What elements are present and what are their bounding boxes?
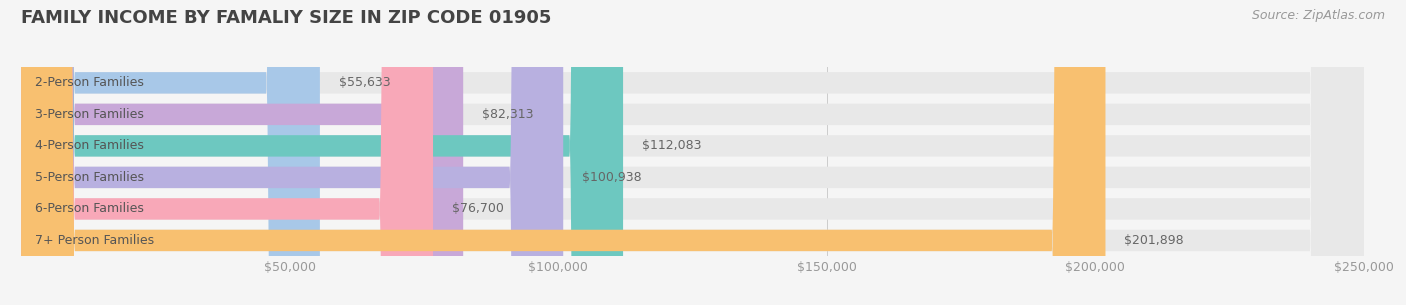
FancyBboxPatch shape (21, 0, 1364, 305)
Text: $201,898: $201,898 (1125, 234, 1184, 247)
FancyBboxPatch shape (21, 0, 1364, 305)
FancyBboxPatch shape (21, 0, 1105, 305)
Text: 6-Person Families: 6-Person Families (35, 203, 143, 215)
FancyBboxPatch shape (21, 0, 623, 305)
FancyBboxPatch shape (21, 0, 1364, 305)
Text: $82,313: $82,313 (482, 108, 533, 121)
Text: 4-Person Families: 4-Person Families (35, 139, 143, 152)
FancyBboxPatch shape (21, 0, 433, 305)
Text: $112,083: $112,083 (643, 139, 702, 152)
Text: 2-Person Families: 2-Person Families (35, 76, 143, 89)
Text: $76,700: $76,700 (451, 203, 503, 215)
FancyBboxPatch shape (21, 0, 463, 305)
Text: $100,938: $100,938 (582, 171, 641, 184)
FancyBboxPatch shape (21, 0, 1364, 305)
Text: 7+ Person Families: 7+ Person Families (35, 234, 153, 247)
FancyBboxPatch shape (21, 0, 1364, 305)
Text: FAMILY INCOME BY FAMALIY SIZE IN ZIP CODE 01905: FAMILY INCOME BY FAMALIY SIZE IN ZIP COD… (21, 9, 551, 27)
Text: 5-Person Families: 5-Person Families (35, 171, 143, 184)
Text: $55,633: $55,633 (339, 76, 391, 89)
FancyBboxPatch shape (21, 0, 321, 305)
FancyBboxPatch shape (21, 0, 564, 305)
Text: 3-Person Families: 3-Person Families (35, 108, 143, 121)
Text: Source: ZipAtlas.com: Source: ZipAtlas.com (1251, 9, 1385, 22)
FancyBboxPatch shape (21, 0, 1364, 305)
